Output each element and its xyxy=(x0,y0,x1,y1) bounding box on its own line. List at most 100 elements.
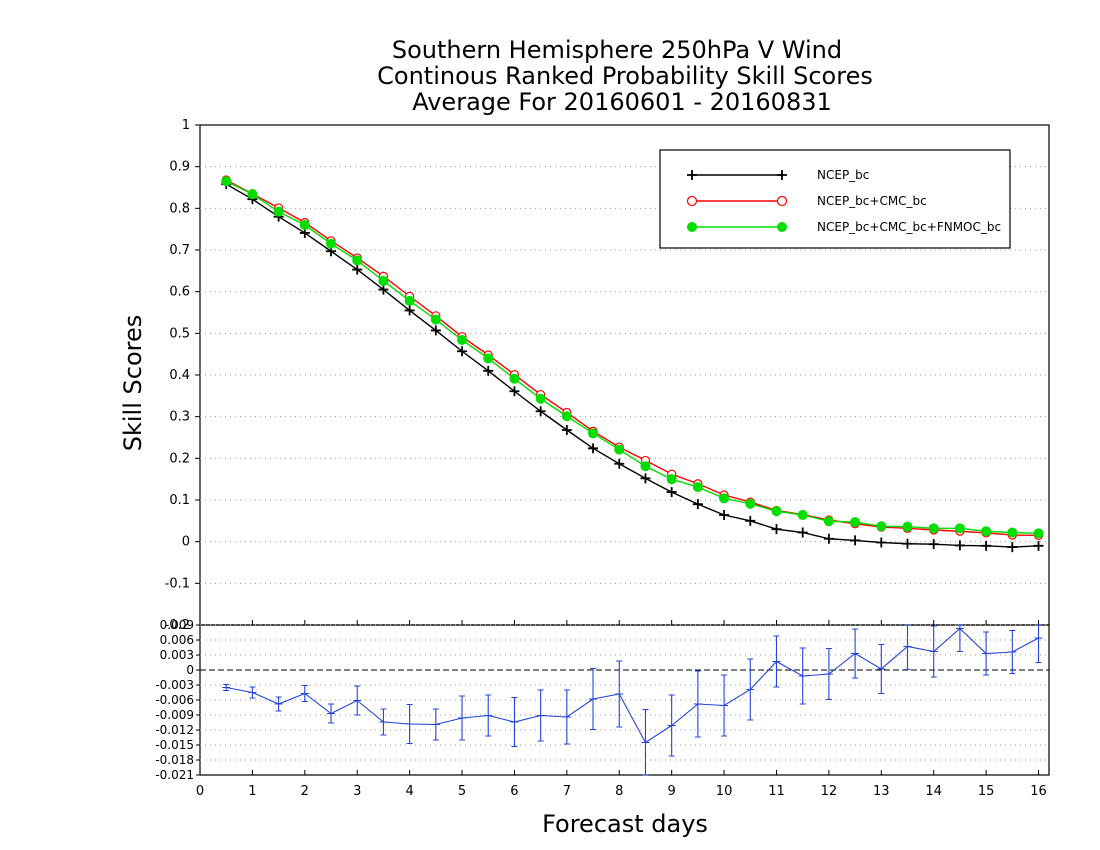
plot-frame xyxy=(199,624,1050,776)
data-point xyxy=(928,523,939,534)
error-bar xyxy=(536,689,545,742)
data-point xyxy=(483,353,494,364)
legend-marker xyxy=(777,222,787,232)
data-point xyxy=(876,537,887,548)
legend-box xyxy=(659,149,1011,249)
error-bar xyxy=(798,647,807,705)
main-plot: 1 0.9 0.8 0.7 0.6 0.5 0.4 0.3 0.2 0.1 0 -0.1 xyxy=(165,118,1050,626)
data-point xyxy=(588,443,599,454)
x-axis-label: Forecast days xyxy=(542,810,708,838)
error-bar xyxy=(300,684,309,703)
error-bar xyxy=(379,708,388,736)
data-point xyxy=(745,498,756,509)
y-tick-label: 1 xyxy=(182,118,190,133)
data-point xyxy=(561,411,572,422)
data-point xyxy=(719,493,730,504)
data-point xyxy=(614,444,625,455)
data-point xyxy=(797,510,808,520)
legend-label: NCEP_bc+CMC_bc+FNMOC_bc xyxy=(817,220,1001,234)
chart-title: Southern Hemisphere 250hPa V Wind Contin… xyxy=(377,36,873,116)
data-point xyxy=(561,425,572,435)
x-tick-label: 7 xyxy=(563,784,571,799)
data-point xyxy=(535,393,546,404)
x-tick-label: 15 xyxy=(978,784,995,799)
y-tick-label: 0.4 xyxy=(169,368,190,383)
data-point xyxy=(823,533,834,544)
data-point xyxy=(614,458,625,469)
x-tick-label: 10 xyxy=(716,784,733,799)
error-bar xyxy=(772,635,781,688)
data-point xyxy=(1033,528,1044,539)
data-point xyxy=(640,473,651,484)
x-tick-label: 1 xyxy=(248,784,256,799)
data-point xyxy=(247,189,258,200)
data-point xyxy=(483,365,494,376)
y-tick-label: 0.6 xyxy=(169,285,190,300)
legend-label: NCEP_bc+CMC_bc xyxy=(817,194,927,208)
data-point xyxy=(404,305,415,316)
x-tick-label: 2 xyxy=(301,784,309,799)
data-point xyxy=(902,538,913,549)
error-bar xyxy=(562,689,571,745)
data-point xyxy=(823,516,834,527)
title-line-3: Average For 20160601 - 20160831 xyxy=(412,88,832,116)
data-point xyxy=(1007,542,1018,553)
y-axis-label: Skill Scores xyxy=(119,315,147,452)
x-tick-label: 3 xyxy=(353,784,361,799)
data-point xyxy=(457,346,468,357)
x-tick-label: 12 xyxy=(821,784,838,799)
error-bar xyxy=(484,694,493,737)
data-point xyxy=(797,527,808,538)
y-tick-label: -0.006 xyxy=(155,693,194,707)
legend-marker xyxy=(777,170,787,180)
difference-series xyxy=(222,624,1043,776)
legend-marker xyxy=(687,170,697,180)
y-tick-label: 0.1 xyxy=(169,493,190,508)
data-point xyxy=(352,255,363,266)
data-point xyxy=(666,474,677,485)
x-tick-label: 14 xyxy=(925,784,942,799)
legend-marker xyxy=(776,195,788,207)
error-bar xyxy=(982,631,991,676)
y-tick-label: -0.015 xyxy=(155,738,194,752)
error-bar xyxy=(248,686,257,699)
error-bar xyxy=(274,696,283,712)
error-bar xyxy=(431,708,440,741)
error-bar xyxy=(693,670,702,738)
data-point xyxy=(430,314,441,325)
x-tick-label: 4 xyxy=(405,784,413,799)
data-point xyxy=(745,515,756,526)
data-point xyxy=(692,482,703,493)
data-point xyxy=(352,264,363,275)
legend-marker xyxy=(686,195,698,207)
y-tick-label: 0.2 xyxy=(169,451,190,466)
legend-label: NCEP_bc xyxy=(817,168,869,182)
y-tick-label: 0.009 xyxy=(160,618,194,632)
series-line xyxy=(226,627,1039,744)
data-point xyxy=(771,506,782,517)
error-bar xyxy=(615,660,624,728)
y-tick-label: -0.1 xyxy=(165,576,190,591)
title-line-2: Continous Ranked Probability Skill Score… xyxy=(377,62,873,90)
data-point xyxy=(1007,527,1018,538)
series-1 xyxy=(221,179,1044,553)
legend-marker xyxy=(687,222,697,232)
data-point xyxy=(1033,540,1044,551)
y-tick-label: -0.012 xyxy=(155,723,194,737)
y-tick-label: 0 xyxy=(186,663,194,677)
error-bar xyxy=(746,658,755,721)
data-point xyxy=(954,540,965,551)
data-point xyxy=(457,335,468,345)
error-bar xyxy=(1008,629,1017,675)
data-point xyxy=(850,535,861,546)
data-point xyxy=(771,524,782,535)
y-tick-label: 0.003 xyxy=(160,648,194,662)
data-point xyxy=(299,220,310,230)
data-point xyxy=(928,539,939,550)
x-tick-label: 13 xyxy=(873,784,890,799)
error-bar xyxy=(824,647,833,701)
data-point xyxy=(588,428,599,439)
error-bar xyxy=(641,708,650,776)
y-tick-label: 0.7 xyxy=(169,243,190,258)
data-point xyxy=(509,373,520,384)
